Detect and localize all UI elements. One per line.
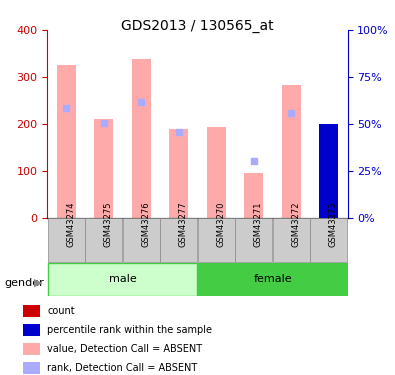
Text: GSM43272: GSM43272 [292,201,300,247]
Bar [23,324,40,336]
Text: GSM43270: GSM43270 [216,201,225,247]
FancyBboxPatch shape [310,218,347,262]
Bar [23,305,40,317]
Text: percentile rank within the sample: percentile rank within the sample [47,325,212,335]
Bar [245,173,263,217]
Text: GSM43275: GSM43275 [103,201,113,247]
FancyBboxPatch shape [48,218,85,262]
FancyBboxPatch shape [48,262,197,296]
Text: GDS2013 / 130565_at: GDS2013 / 130565_at [121,19,274,33]
FancyBboxPatch shape [123,218,160,262]
Bar [23,343,40,355]
Text: female: female [253,274,292,284]
FancyBboxPatch shape [273,218,310,262]
Point [100,120,107,126]
Text: male: male [109,274,136,284]
Text: gender: gender [4,278,44,288]
Bar [57,65,75,218]
Point [63,105,70,111]
Text: value, Detection Call = ABSENT: value, Detection Call = ABSENT [47,344,202,354]
Text: GSM43276: GSM43276 [141,201,150,247]
Bar [23,362,40,374]
FancyBboxPatch shape [235,218,272,262]
Text: rank, Detection Call = ABSENT: rank, Detection Call = ABSENT [47,363,197,372]
FancyBboxPatch shape [198,262,347,296]
Point [175,129,182,135]
Bar [207,127,226,218]
Bar [320,125,338,218]
Bar [282,86,301,218]
Bar [169,129,188,218]
FancyBboxPatch shape [160,218,197,262]
Point [138,99,145,105]
Bar [94,119,113,218]
Point [288,110,295,116]
Text: GSM43271: GSM43271 [254,201,263,247]
Text: ▶: ▶ [34,278,42,288]
Bar [132,59,150,217]
Text: count: count [47,306,75,316]
FancyBboxPatch shape [85,218,122,262]
FancyBboxPatch shape [198,218,235,262]
Text: GSM43277: GSM43277 [179,201,188,247]
Point [251,158,257,164]
Bar [320,124,338,218]
Text: GSM43273: GSM43273 [329,201,338,247]
Text: GSM43274: GSM43274 [66,201,75,247]
